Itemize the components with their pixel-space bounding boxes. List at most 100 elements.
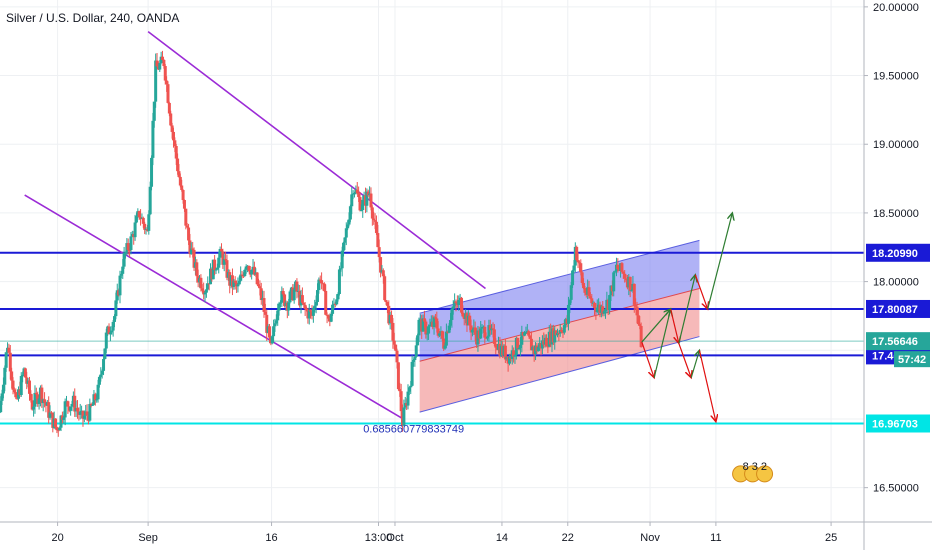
candle-body (7, 347, 11, 353)
candle-body (523, 332, 527, 336)
candle-body (59, 415, 63, 428)
candle-body (369, 193, 373, 208)
candle-body (344, 228, 348, 238)
candle-body (250, 269, 254, 275)
candle-body (317, 279, 321, 291)
candle-body (634, 304, 638, 307)
candle-body (123, 252, 127, 254)
candle-body (137, 211, 141, 218)
candle-body (353, 193, 357, 195)
candle-body (232, 280, 236, 287)
candle-body (75, 408, 79, 412)
candle-body (263, 311, 267, 315)
price-tag (866, 414, 930, 433)
candle-body (398, 389, 402, 392)
candle-body (206, 283, 210, 290)
candle-body (252, 266, 256, 275)
candle-body (438, 333, 442, 336)
events-badge[interactable]: 8 3 2 (732, 461, 774, 483)
candle-body (278, 302, 282, 304)
candle-body (185, 225, 189, 228)
candle-body (635, 306, 639, 316)
candle-body (11, 380, 15, 390)
candle-body (449, 319, 453, 326)
x-tick-label: 22 (562, 532, 574, 544)
candle-body (374, 221, 378, 234)
candle-body (199, 277, 203, 289)
candle-body (560, 329, 564, 332)
candle-body (273, 323, 277, 327)
y-tick-label: 19.50000 (873, 71, 919, 83)
price-tags: 18.2099017.8008717.4629116.9670317.56646… (866, 243, 930, 433)
candle-body (528, 335, 532, 339)
candle-body (165, 80, 169, 85)
candle-body (554, 330, 558, 336)
candle-body (503, 345, 507, 360)
candle-body (219, 249, 223, 252)
candle-body (487, 325, 491, 337)
candle-body (638, 324, 642, 326)
candle-body (395, 350, 399, 363)
candle-body (613, 271, 617, 273)
candle-body (243, 269, 247, 276)
candle-body (163, 66, 167, 81)
channel-line (419, 287, 700, 362)
candle-body (188, 240, 192, 255)
candle-body (394, 344, 398, 351)
candle-body (347, 219, 351, 225)
candle-body (23, 368, 27, 378)
candle-body (479, 328, 483, 339)
candle-body (587, 287, 591, 297)
candle-body (422, 318, 426, 322)
x-tick-label: 14 (496, 532, 508, 544)
x-tick-label: Sep (138, 532, 158, 544)
candle-body (320, 280, 324, 284)
candle-body (176, 158, 180, 172)
candle-body (390, 314, 394, 323)
candle-body (608, 295, 612, 311)
candle-body (343, 237, 347, 243)
candle-body (233, 280, 237, 283)
candle-body (365, 191, 369, 206)
candle-body (313, 305, 317, 308)
grid (0, 0, 864, 522)
candle-body (383, 276, 387, 301)
candle-body (442, 338, 446, 349)
candle-body (262, 298, 266, 312)
candle-body (27, 380, 31, 394)
candle-body (0, 393, 4, 401)
candle-body (69, 406, 73, 411)
candle-body (173, 140, 177, 146)
candle-body (387, 305, 391, 324)
candle-body (580, 272, 584, 283)
candle-body (322, 283, 326, 291)
candle-body (110, 330, 114, 333)
time-axis-bg (0, 522, 932, 550)
event-flag-icon (756, 465, 774, 483)
candle-body (128, 249, 132, 251)
candle-body (432, 317, 436, 328)
candle-body (181, 189, 185, 201)
candle-body (107, 326, 111, 335)
candle-body (122, 252, 126, 267)
candle-body (470, 329, 474, 333)
candle-body (276, 310, 280, 321)
candle-body (30, 400, 34, 410)
candle-body (601, 306, 605, 314)
candle-body (167, 102, 171, 114)
candle-body (21, 374, 25, 377)
fib-annotation: 0.685660779833749 (363, 424, 464, 436)
candle-body (583, 288, 587, 293)
candle-body (54, 418, 58, 428)
candle-body (189, 248, 193, 255)
candle-body (416, 335, 420, 346)
candle-body (267, 326, 271, 338)
candle-body (96, 384, 100, 400)
candle-body (150, 157, 154, 187)
candle-body (507, 356, 511, 364)
x-tick-label: Nov (640, 532, 660, 544)
forecast-arrow (653, 309, 670, 378)
y-tick-label: 20.00000 (873, 2, 919, 14)
candle-body (632, 283, 636, 305)
candle-body (553, 330, 557, 343)
